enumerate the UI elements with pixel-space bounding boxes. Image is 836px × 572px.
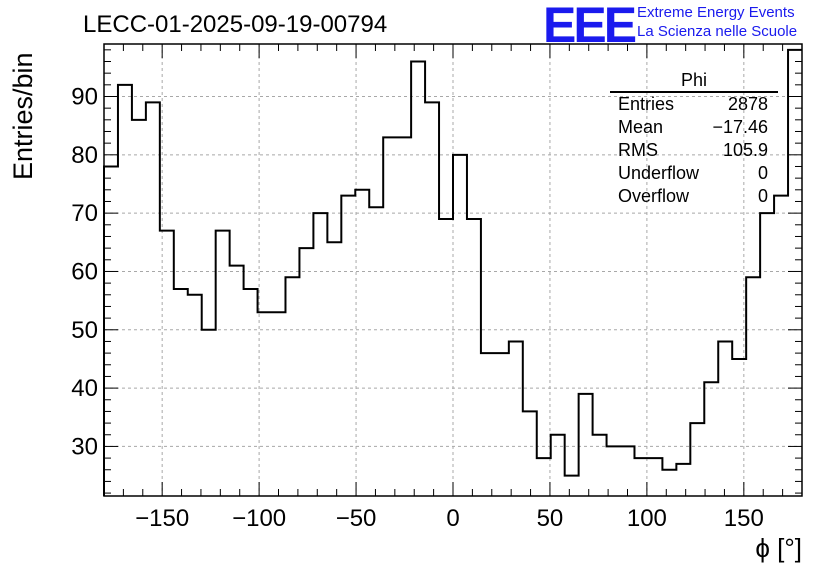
- y-tick-label: 90: [71, 83, 98, 110]
- stats-row-underflow: Underflow 0: [610, 162, 778, 185]
- stats-key: RMS: [618, 140, 658, 160]
- eee-logo: EEE: [543, 0, 637, 53]
- logo-line-1: Extreme Energy Events: [637, 4, 795, 21]
- logo-text: Extreme Energy Events La Scienza nelle S…: [637, 3, 797, 41]
- logo-line-2: La Scienza nelle Scuole: [637, 23, 798, 40]
- stats-row-overflow: Overflow 0: [610, 185, 778, 208]
- y-tick-label: 30: [71, 433, 98, 460]
- plot-frame: [103, 43, 803, 497]
- stats-row-entries: Entries 2878: [610, 93, 778, 116]
- y-tick-label: 50: [71, 317, 98, 344]
- y-axis-label: Entries/bin: [8, 52, 38, 180]
- stats-box: Phi Entries 2878 Mean −17.46 RMS 105.9 U…: [610, 70, 778, 208]
- x-tick-label: −100: [232, 505, 286, 532]
- stats-value: 0: [757, 186, 768, 206]
- x-tick-label: 50: [537, 505, 564, 532]
- stats-value: 2878: [727, 94, 768, 114]
- stats-key: Mean: [618, 117, 664, 137]
- stats-value: 0: [757, 163, 768, 183]
- stats-row-mean: Mean −17.46: [610, 116, 778, 139]
- y-tick-label: 40: [71, 375, 98, 402]
- x-tick-label: 0: [446, 505, 459, 532]
- stats-title: Phi: [610, 70, 778, 93]
- stats-key: Entries: [618, 94, 675, 114]
- stats-key: Underflow: [618, 163, 700, 183]
- stats-value: 105.9: [722, 140, 768, 160]
- stats-value: −17.46: [712, 117, 768, 137]
- y-tick-label: 80: [71, 142, 98, 169]
- chart-title: LECC-01-2025-09-19-00794: [83, 11, 388, 38]
- x-tick-label: 150: [724, 505, 764, 532]
- x-tick-label: 100: [627, 505, 667, 532]
- histogram-line: [103, 48, 802, 496]
- stats-key: Overflow: [618, 186, 690, 206]
- x-axis-label: ϕ [°]: [755, 533, 802, 563]
- x-tick-label: −150: [135, 505, 189, 532]
- x-tick-label: −50: [336, 505, 377, 532]
- y-tick-label: 60: [71, 258, 98, 285]
- y-tick-label: 70: [71, 200, 98, 227]
- stats-row-rms: RMS 105.9: [610, 139, 778, 162]
